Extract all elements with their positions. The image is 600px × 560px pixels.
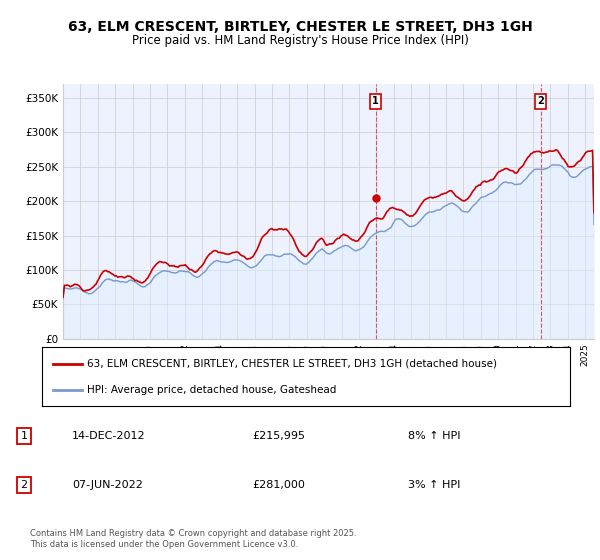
Text: £215,995: £215,995 — [252, 431, 305, 441]
Text: 63, ELM CRESCENT, BIRTLEY, CHESTER LE STREET, DH3 1GH (detached house): 63, ELM CRESCENT, BIRTLEY, CHESTER LE ST… — [87, 358, 497, 368]
Text: Price paid vs. HM Land Registry's House Price Index (HPI): Price paid vs. HM Land Registry's House … — [131, 34, 469, 46]
Text: 8% ↑ HPI: 8% ↑ HPI — [408, 431, 461, 441]
Text: 2: 2 — [537, 96, 544, 106]
Text: HPI: Average price, detached house, Gateshead: HPI: Average price, detached house, Gate… — [87, 385, 336, 395]
Text: 2: 2 — [20, 480, 28, 490]
Text: 1: 1 — [20, 431, 28, 441]
Text: 63, ELM CRESCENT, BIRTLEY, CHESTER LE STREET, DH3 1GH: 63, ELM CRESCENT, BIRTLEY, CHESTER LE ST… — [68, 20, 532, 34]
Text: £281,000: £281,000 — [252, 480, 305, 490]
Text: 3% ↑ HPI: 3% ↑ HPI — [408, 480, 460, 490]
Text: Contains HM Land Registry data © Crown copyright and database right 2025.
This d: Contains HM Land Registry data © Crown c… — [30, 529, 356, 549]
Text: 1: 1 — [372, 96, 379, 106]
Text: 07-JUN-2022: 07-JUN-2022 — [72, 480, 143, 490]
Text: 14-DEC-2012: 14-DEC-2012 — [72, 431, 146, 441]
